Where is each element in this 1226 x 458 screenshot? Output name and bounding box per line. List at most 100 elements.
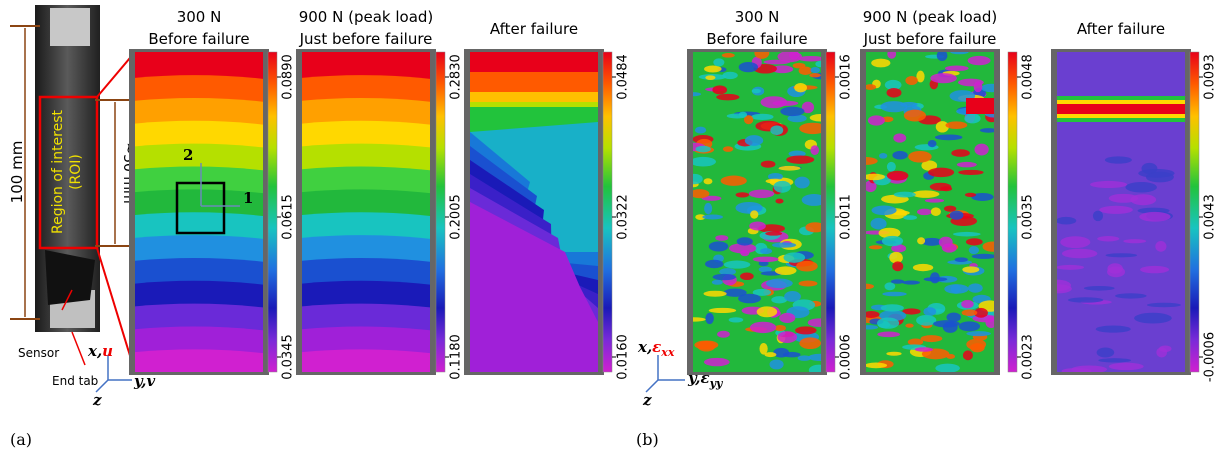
strain-blob bbox=[735, 192, 750, 198]
strain-blob bbox=[705, 259, 724, 269]
contour-plot bbox=[1051, 49, 1191, 375]
strain-blob bbox=[967, 55, 991, 66]
strain-blob bbox=[704, 202, 713, 215]
strain-blob bbox=[1099, 205, 1133, 214]
strain-blob bbox=[782, 351, 801, 358]
strain-blob bbox=[974, 143, 989, 156]
strain-blob bbox=[810, 67, 820, 74]
strain-blob bbox=[694, 126, 707, 134]
strain-blob bbox=[886, 351, 902, 356]
strain-blob bbox=[1057, 284, 1072, 294]
strain-blob bbox=[966, 98, 994, 114]
strain-blob bbox=[985, 316, 994, 329]
colorbar-label: -0.0006 bbox=[1203, 332, 1218, 382]
strain-blob bbox=[866, 84, 877, 91]
colorbar-label: 0.0160 bbox=[616, 334, 631, 380]
strain-blob bbox=[796, 260, 818, 272]
strain-blob bbox=[788, 150, 806, 157]
strain-blob bbox=[903, 109, 927, 122]
axis-triad bbox=[95, 355, 685, 393]
strain-blob bbox=[905, 76, 918, 86]
strain-blob bbox=[866, 157, 878, 165]
colorbar-label: 0.2830 bbox=[449, 54, 464, 100]
strain-blob bbox=[930, 73, 957, 84]
strain-blob bbox=[772, 100, 799, 106]
strain-blob bbox=[982, 241, 994, 252]
strain-blob bbox=[763, 59, 791, 65]
colorbar-label: 0.0093 bbox=[1203, 54, 1218, 100]
strain-blob bbox=[738, 111, 748, 118]
strain-blob bbox=[756, 306, 778, 318]
strain-blob bbox=[935, 363, 960, 372]
strain-blob bbox=[966, 338, 987, 350]
strain-blob bbox=[723, 288, 747, 297]
strain-blob bbox=[1141, 162, 1158, 175]
contour-band bbox=[302, 349, 430, 372]
strain-blob bbox=[719, 268, 736, 276]
strain-blob bbox=[971, 192, 994, 201]
strain-blob bbox=[951, 149, 970, 157]
strain-blob bbox=[1083, 285, 1115, 291]
strain-blob bbox=[693, 92, 702, 97]
strain-blob bbox=[744, 135, 764, 146]
strain-blob bbox=[923, 277, 948, 282]
contour-band bbox=[470, 107, 598, 132]
strain-blob bbox=[917, 237, 926, 245]
strain-blob bbox=[1140, 265, 1170, 274]
strain-blob bbox=[867, 115, 885, 126]
plot-title: After failure bbox=[1077, 20, 1165, 38]
strain-blob bbox=[713, 58, 725, 67]
strain-blob bbox=[801, 194, 821, 206]
length-label: 100 mm bbox=[8, 141, 26, 204]
strain-blob bbox=[1123, 239, 1147, 244]
strain-blob bbox=[780, 106, 805, 117]
strain-blob bbox=[953, 231, 981, 237]
strain-blob bbox=[771, 65, 794, 74]
strain-blob bbox=[902, 308, 921, 315]
plot-title: Just before failure bbox=[863, 30, 997, 48]
strain-blob bbox=[945, 121, 968, 129]
colorbar-label: 0.2005 bbox=[449, 194, 464, 240]
axis-x-var: ε bbox=[652, 338, 661, 356]
strain-blob bbox=[809, 73, 821, 78]
axis-y-var: ε bbox=[701, 369, 710, 387]
strain-blob bbox=[944, 284, 969, 294]
strain-blob bbox=[774, 324, 786, 332]
field-content bbox=[302, 52, 430, 372]
end-tab-label: End tab bbox=[52, 374, 98, 388]
strain-blob bbox=[752, 288, 772, 296]
strain-blob bbox=[916, 70, 925, 83]
contour-plot bbox=[464, 49, 604, 375]
strain-blob bbox=[966, 331, 991, 337]
strain-blob bbox=[702, 214, 723, 220]
strain-blob bbox=[1092, 210, 1104, 222]
strain-blob bbox=[750, 210, 759, 219]
strain-blob bbox=[886, 88, 902, 98]
strain-blob bbox=[774, 266, 797, 275]
colorbar bbox=[825, 51, 836, 373]
strain-blob bbox=[771, 296, 788, 304]
strain-blob bbox=[1060, 236, 1091, 249]
strain-blob bbox=[1130, 194, 1157, 206]
strain-blob bbox=[881, 235, 904, 247]
axis-z: z bbox=[92, 391, 102, 409]
axis-label: x,εxx bbox=[637, 338, 675, 359]
strain-blob bbox=[777, 331, 798, 343]
plot-title: Before failure bbox=[148, 30, 249, 48]
plot-title: Before failure bbox=[706, 30, 807, 48]
strain-blob bbox=[1105, 253, 1138, 258]
local-axis-label: 2 bbox=[183, 146, 193, 164]
strain-blob bbox=[1098, 358, 1132, 363]
colorbar-label: 0.0016 bbox=[839, 54, 854, 100]
strain-blob bbox=[778, 165, 801, 171]
strain-blob bbox=[754, 52, 770, 59]
strain-blob bbox=[944, 65, 969, 72]
strain-blob bbox=[902, 280, 921, 285]
colorbar-label: 0.0006 bbox=[839, 334, 854, 380]
strain-blob bbox=[1097, 236, 1120, 242]
strain-blob bbox=[749, 321, 777, 334]
colorbar-label: 0.1180 bbox=[449, 334, 464, 380]
axis-z: z bbox=[642, 391, 652, 409]
strain-blob bbox=[911, 190, 940, 198]
roi-label: (ROI) bbox=[68, 154, 84, 190]
